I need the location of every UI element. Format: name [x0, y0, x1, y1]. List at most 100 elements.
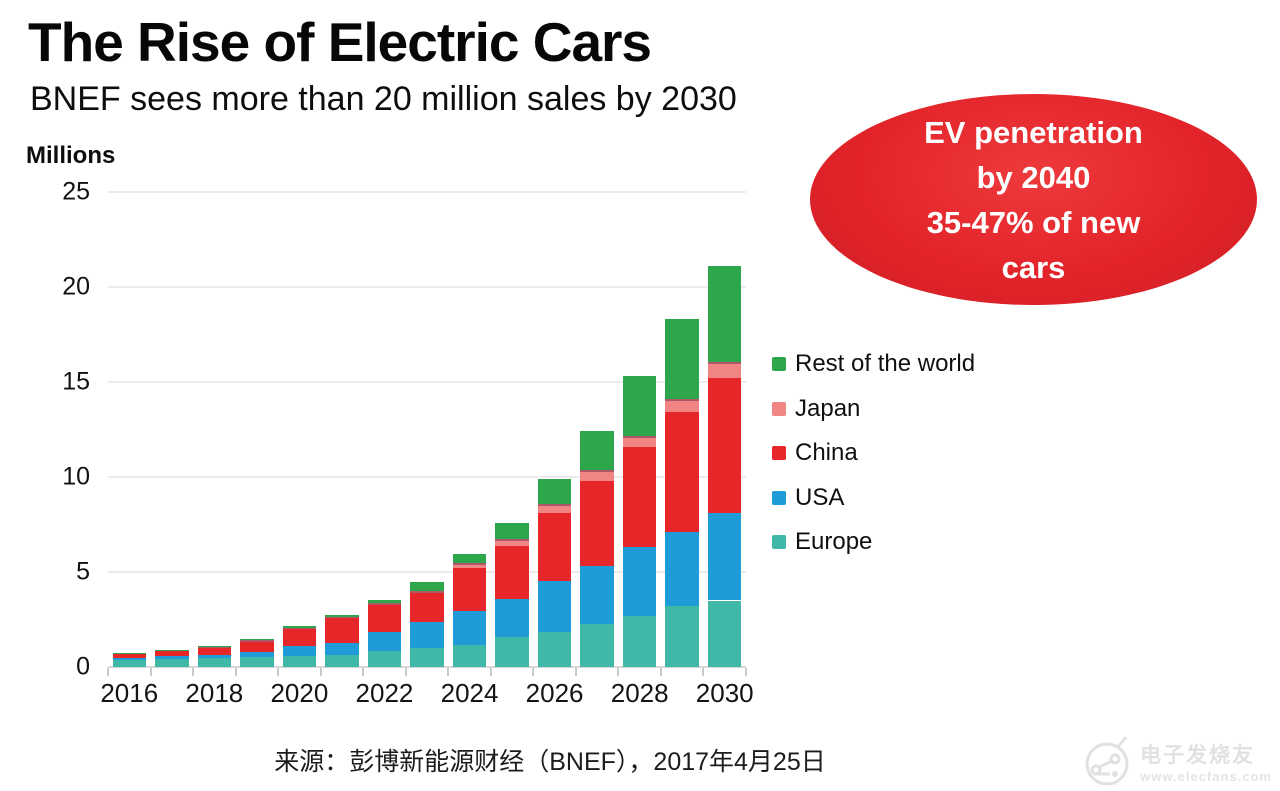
bar-segment-europe-2016	[112, 660, 147, 667]
bar-segment-japan-2028	[622, 435, 657, 448]
bar-segment-europe-2019	[240, 656, 274, 667]
legend-item-europe: Europe	[772, 528, 872, 556]
bar-segment-japan-2016	[112, 653, 147, 654]
watermark-url: www.elecfans.com	[1140, 768, 1272, 784]
y-tick-label-5: 5	[76, 557, 90, 586]
bar-segment-japan-2017	[155, 650, 189, 652]
gridline-10	[108, 476, 746, 478]
legend-item-usa: USA	[772, 484, 844, 512]
bar-segment-europe-2030	[707, 600, 742, 667]
bar-segment-europe-2021	[325, 655, 359, 667]
bar-segment-rest-of-the-world-2018	[197, 646, 232, 648]
x-tick-mark	[404, 668, 407, 676]
gridline-25	[108, 191, 746, 193]
x-tick-label-2028: 2028	[610, 678, 669, 708]
bar-segment-usa-2019	[240, 651, 274, 657]
bar-segment-usa-2029	[665, 532, 699, 606]
callout-line-2: by 2040	[976, 159, 1091, 195]
bar-segment-rest-of-the-world-2025	[495, 522, 529, 539]
bar-segment-usa-2016	[112, 658, 147, 661]
bar-segment-rest-of-the-world-2028	[622, 376, 657, 436]
gridline-20	[108, 286, 746, 288]
y-tick-label-10: 10	[62, 462, 90, 491]
watermark-name: 电子发烧友	[1140, 743, 1256, 767]
x-tick-mark	[234, 668, 237, 676]
bar-segment-japan-2019	[240, 640, 274, 642]
bar-segment-japan-2020	[282, 627, 317, 630]
bar-segment-usa-2025	[495, 598, 529, 637]
bar-segment-rest-of-the-world-2027	[580, 431, 614, 470]
bar-segment-china-2028	[622, 447, 657, 548]
callout-line-1: EV penetration	[924, 114, 1143, 150]
bar-segment-usa-2022	[367, 632, 402, 652]
bar-segment-china-2026	[537, 512, 572, 582]
bar-segment-europe-2024	[452, 645, 487, 667]
bar-segment-rest-of-the-world-2024	[452, 553, 487, 564]
bar-segment-china-2016	[112, 653, 147, 659]
y-tick-label-0: 0	[76, 652, 90, 681]
bar-segment-usa-2018	[197, 654, 232, 658]
x-tick-mark	[362, 668, 365, 676]
legend-swatch-icon	[772, 357, 786, 371]
legend-item-japan: Japan	[772, 395, 860, 423]
legend-label: China	[795, 439, 858, 467]
bar-segment-rest-of-the-world-2029	[665, 319, 699, 400]
y-axis-unit-label: Millions	[26, 142, 116, 169]
source-attribution: 来源：彭博新能源财经（BNEF），2017年4月25日	[274, 748, 826, 776]
y-tick-label-25: 25	[62, 177, 90, 206]
bar-segment-china-2022	[367, 604, 402, 633]
legend-swatch-icon	[772, 446, 786, 461]
y-tick-label-15: 15	[62, 367, 90, 396]
bar-segment-rest-of-the-world-2020	[282, 626, 317, 628]
bar-segment-japan-2027	[580, 469, 614, 481]
bar-segment-japan-2026	[537, 503, 572, 513]
bar-segment-europe-2018	[197, 657, 232, 667]
bar-segment-europe-2028	[622, 616, 657, 667]
bar-segment-japan-2023	[410, 590, 444, 593]
bar-segment-usa-2027	[580, 565, 614, 625]
bar-segment-usa-2028	[622, 547, 657, 617]
watermark: 电子发烧友 www.elecfans.com	[1082, 735, 1272, 787]
legend-label: USA	[795, 483, 845, 511]
callout-line-3: 35-47% of new	[926, 204, 1141, 240]
legend-item-rest-of-the-world: Rest of the world	[772, 350, 975, 378]
y-tick-label-20: 20	[62, 272, 90, 301]
legend-swatch-icon	[772, 535, 786, 550]
x-tick-mark	[489, 668, 492, 676]
bar-segment-china-2017	[155, 651, 189, 657]
bar-segment-rest-of-the-world-2022	[367, 599, 402, 604]
x-tick-label-2030: 2030	[695, 678, 754, 708]
bar-segment-japan-2025	[495, 538, 529, 547]
bar-segment-japan-2029	[665, 399, 699, 412]
page-title: The Rise of Electric Cars	[28, 11, 652, 73]
x-tick-mark	[447, 668, 450, 676]
gridline-0	[108, 666, 746, 668]
bar-segment-japan-2030	[707, 362, 742, 379]
bar-segment-usa-2030	[707, 513, 742, 601]
bar-segment-europe-2020	[282, 655, 317, 667]
bar-segment-europe-2022	[367, 651, 402, 667]
x-tick-mark	[574, 668, 577, 676]
x-tick-label-2026: 2026	[525, 678, 584, 708]
bar-segment-china-2018	[197, 648, 232, 655]
ev-penetration-callout: EV penetration by 2040 35-47% of new car…	[810, 94, 1257, 305]
x-tick-label-2024: 2024	[440, 678, 499, 708]
bar-segment-rest-of-the-world-2030	[707, 266, 742, 363]
x-tick-label-2020: 2020	[270, 678, 329, 708]
x-tick-label-2018: 2018	[185, 678, 244, 708]
bar-segment-china-2029	[665, 411, 699, 533]
legend-label: Europe	[795, 528, 873, 556]
x-tick-mark	[319, 668, 322, 676]
gridline-5	[108, 571, 746, 573]
legend-swatch-icon	[772, 401, 786, 416]
bar-segment-china-2024	[452, 567, 487, 612]
bar-segment-europe-2017	[155, 659, 189, 667]
bar-segment-europe-2026	[537, 631, 572, 667]
x-tick-mark	[702, 668, 705, 676]
bar-segment-usa-2024	[452, 611, 487, 646]
callout-line-4: cars	[1001, 249, 1066, 285]
page-subtitle: BNEF sees more than 20 million sales by …	[30, 80, 737, 118]
bar-segment-usa-2021	[325, 643, 359, 656]
